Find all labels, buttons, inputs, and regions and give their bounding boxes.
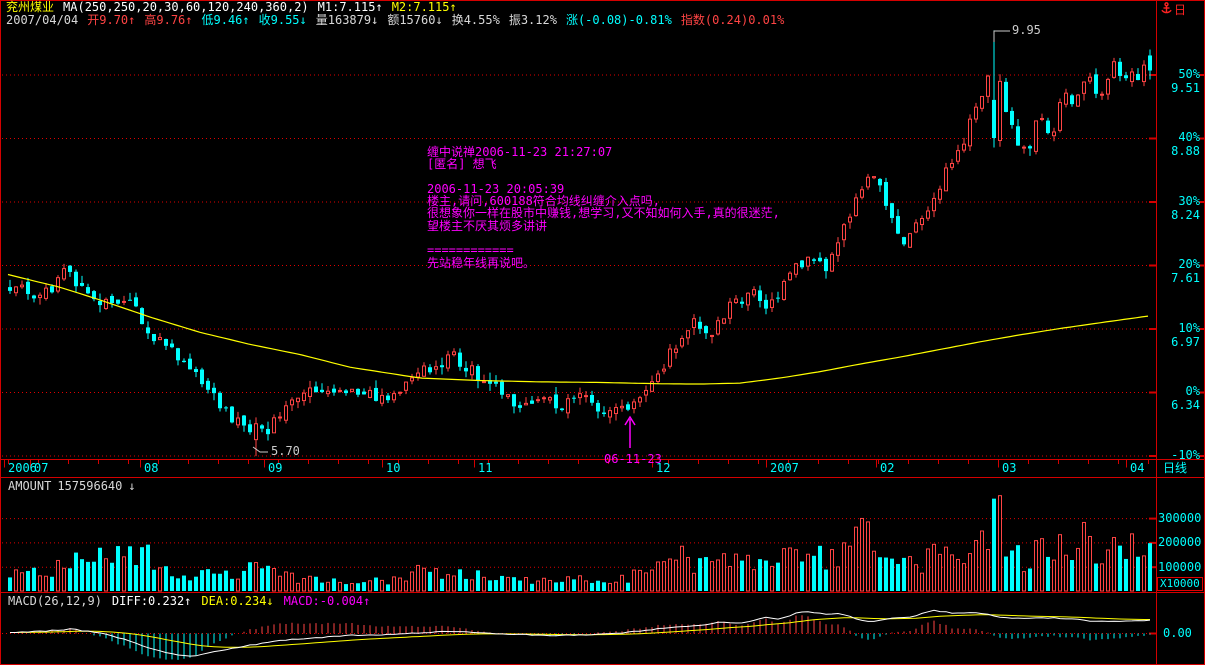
high-price-callout: 9.95 (1012, 23, 1041, 37)
header-field: 开9.70↑ (87, 13, 136, 27)
header-field: 兖州煤业 (6, 0, 55, 14)
comment-annotation: 缠中说禅2006-11-23 21:27:07 [匿名] 想飞 2006-11-… (427, 145, 780, 270)
price-axis-price-label: 9.51 (1171, 80, 1200, 95)
price-axis-pct-label: 0% (1185, 384, 1200, 398)
volume-axis-label: 100000 (1158, 559, 1202, 574)
header-field: 量163879↓ (315, 13, 379, 27)
price-axis-pct-label: -10% (1171, 447, 1200, 462)
header-field: 额15760↓ (387, 13, 443, 27)
price-axis-price-label: 6.97 (1171, 334, 1200, 349)
month-label: 12 (656, 461, 671, 475)
month-label: 02 (880, 461, 895, 475)
price-axis-pct-label: 30% (1178, 193, 1200, 208)
month-label: 09 (268, 461, 283, 475)
header-field: 指数(0.24)0.01% (680, 13, 785, 27)
month-label: 11 (478, 461, 493, 475)
header-field: 换4.55% (451, 13, 500, 27)
volume-axis-label: 300000 (1158, 511, 1202, 526)
header-line1: 兖州煤业 MA(250,250,20,30,60,120,240,360,2) M1… (6, 1, 457, 14)
macd-dea-value: DEA:0.234↓ (201, 594, 274, 608)
month-label: 10 (386, 461, 401, 475)
header-field: MA(250,250,20,30,60,120,240,360,2) (63, 0, 309, 14)
price-axis-price-label: 8.24 (1171, 207, 1200, 222)
low-price-callout: 5.70 (271, 444, 300, 458)
period-label: 日 (1174, 3, 1187, 17)
macd-diff-value: DIFF:0.232↑ (111, 594, 192, 608)
month-label: 2006 (8, 461, 37, 475)
month-label: 04 (1130, 461, 1145, 475)
volume-value: 157596640 (57, 479, 123, 493)
month-label: 07 (34, 461, 49, 475)
month-label: 03 (1002, 461, 1017, 475)
macd-params: MACD(26,12,9) (8, 594, 102, 608)
anchor-icon (1160, 1, 1173, 18)
header-field: 低9.46↑ (201, 13, 250, 27)
price-axis-pct-label: 40% (1178, 130, 1200, 144)
header-line2: 2007/04/04 开9.70↑ 高9.76↑ 低9.46↑ 收9.55↓ 量16387… (6, 14, 784, 27)
volume-unit-label: X10000 (1157, 577, 1203, 591)
macd-zero-label: 0.00 (1163, 626, 1192, 640)
price-axis-pct-label: 50% (1178, 66, 1200, 81)
price-axis-price-label: 6.34 (1171, 398, 1200, 412)
volume-title: AMOUNT (8, 479, 52, 493)
price-axis-pct-label: 10% (1178, 320, 1200, 335)
header-field: 收9.55↓ (258, 13, 307, 27)
period-type-label: 日线 (1163, 461, 1188, 475)
price-axis-pct-label: 20% (1178, 257, 1200, 271)
volume-axis-label: 200000 (1158, 535, 1202, 550)
price-axis-price-label: 7.61 (1171, 271, 1200, 285)
header-field: 2007/04/04 (6, 13, 79, 27)
price-axis-price-label: 8.88 (1171, 144, 1200, 158)
macd-header: MACD(26,12,9) DIFF:0.232↑ DEA:0.234↓ MAC… (8, 595, 370, 608)
period-selector[interactable]: 日 (1160, 1, 1186, 18)
volume-arrow: ↓ (128, 479, 136, 493)
macd-value: MACD:-0.004↑ (283, 594, 371, 608)
month-label: 08 (144, 461, 159, 475)
header-field: 振3.12% (508, 13, 557, 27)
header-field: 高9.76↑ (144, 13, 193, 27)
event-date-callout: 06-11-23 (604, 452, 662, 466)
header-field: M1:7.115↑ (317, 0, 383, 14)
volume-header: AMOUNT 157596640 ↓ (8, 480, 136, 493)
month-label: 2007 (770, 461, 799, 475)
header-field: M2:7.115↑ (391, 0, 457, 14)
header-field: 涨(-0.08)-0.81% (565, 13, 672, 27)
